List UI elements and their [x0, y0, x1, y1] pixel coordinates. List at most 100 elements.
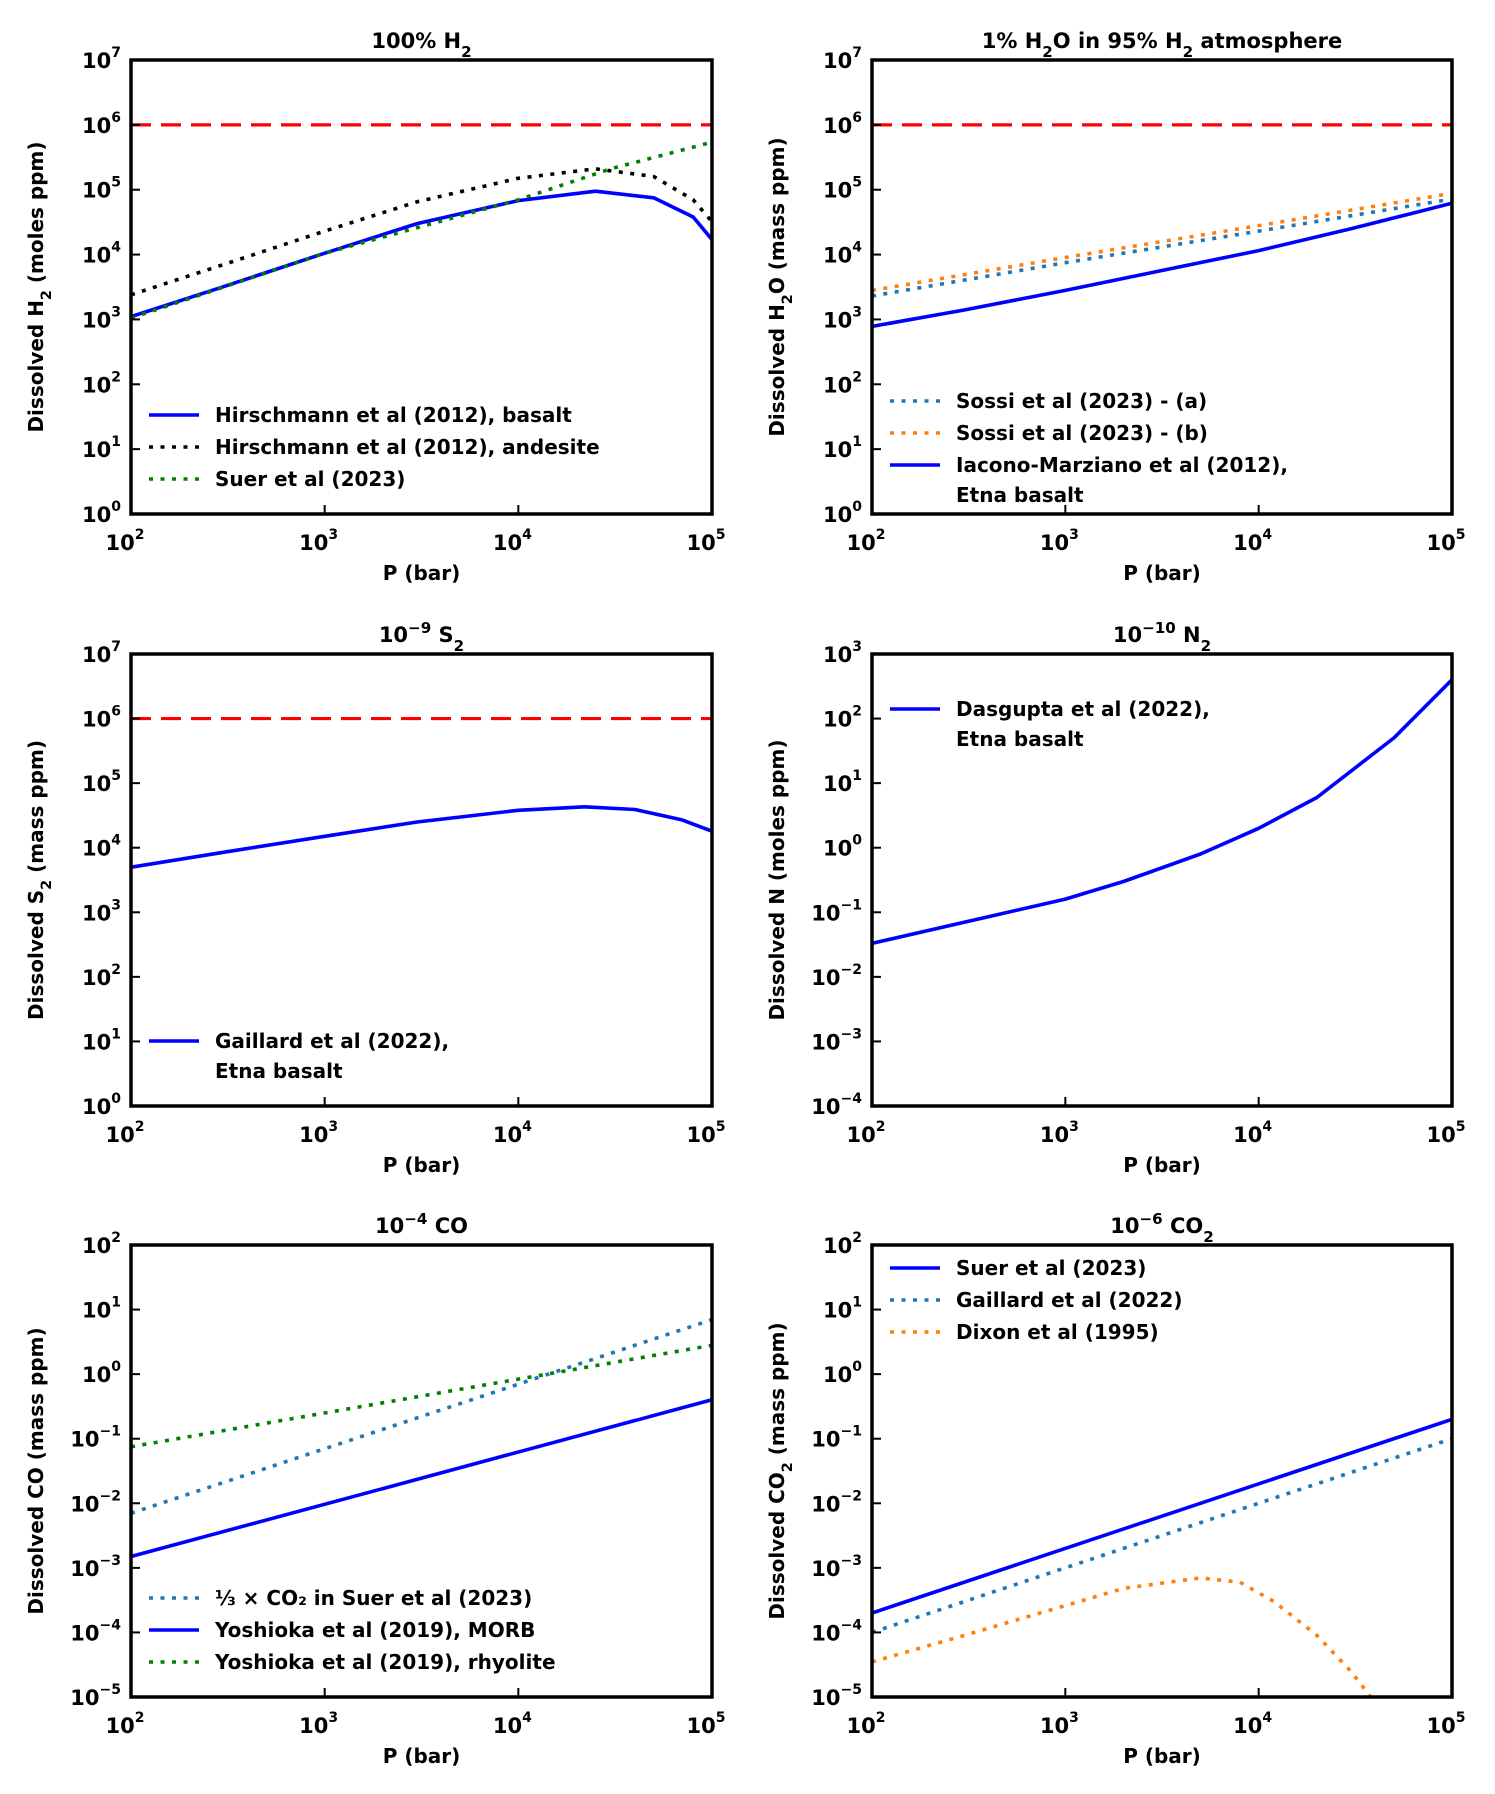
legend-item-2: Dixon et al (1995)	[890, 1320, 1159, 1344]
legend-label: Yoshioka et al (2019), MORB	[214, 1618, 535, 1642]
x-tick-label: 102	[106, 1119, 145, 1147]
y-tick-label: 105	[82, 175, 121, 203]
y-tick-label: 10−4	[811, 1617, 862, 1645]
legend-label: Hirschmann et al (2012), basalt	[215, 403, 572, 427]
x-tick-label: 103	[1040, 1119, 1079, 1147]
panel-co: 102 103 104 105 10−5 10−4 10−3 10−2 10−1 100 101 10…	[24, 1210, 725, 1768]
y-tick-label: 106	[823, 110, 862, 138]
plot-frame	[870, 652, 1454, 1108]
legend-item-0: ⅓ × CO₂ in Suer et al (2023)	[149, 1586, 532, 1610]
series-line-2	[872, 201, 1452, 329]
series-line-2	[131, 1343, 712, 1449]
legend-label: Etna basalt	[215, 1059, 343, 1083]
y-tick-label: 10−3	[70, 1553, 121, 1581]
y-tick-label: 104	[82, 833, 121, 861]
legend-label: ⅓ × CO₂ in Suer et al (2023)	[215, 1586, 532, 1610]
y-tick-label: 10−2	[811, 1488, 862, 1516]
legend-label: Gaillard et al (2022),	[215, 1029, 449, 1053]
plot-frame	[129, 652, 714, 1108]
legend-label: Sossi et al (2023) - (a)	[956, 389, 1207, 413]
panel-title: 10−4 CO	[375, 1210, 468, 1238]
legend-label: Hirschmann et al (2012), andesite	[215, 435, 600, 459]
series-line-2	[131, 140, 712, 320]
y-axis-label: Dissolved CO2 (mass ppm)	[765, 1322, 796, 1619]
y-tick-label: 104	[82, 240, 121, 268]
legend-item-0: Suer et al (2023)	[890, 1256, 1146, 1280]
x-tick-label: 104	[493, 1710, 532, 1738]
plot-frame	[129, 58, 714, 516]
series-line-0	[131, 189, 712, 319]
x-axis-label: P (bar)	[1123, 1744, 1201, 1768]
legend: Hirschmann et al (2012), basalt Hirschman…	[149, 403, 600, 491]
series-line-1	[872, 191, 1452, 293]
y-tick-label: 10−2	[70, 1488, 121, 1516]
x-tick-label: 104	[493, 1119, 532, 1147]
x-tick-label: 104	[1233, 1119, 1272, 1147]
y-tick-label: 104	[823, 240, 862, 268]
y-tick-label: 100	[82, 499, 121, 527]
legend-label: Etna basalt	[956, 483, 1084, 507]
x-axis-label: P (bar)	[1123, 561, 1201, 585]
series-line-0	[872, 1417, 1452, 1615]
y-tick-label: 105	[82, 768, 121, 796]
legend-item-2: Yoshioka et al (2019), rhyolite	[149, 1650, 556, 1674]
legend-label: Etna basalt	[956, 727, 1084, 751]
y-axis-label: Dissolved CO (mass ppm)	[24, 1327, 48, 1614]
legend-item-0: Dasgupta et al (2022), Etna basalt	[890, 697, 1210, 751]
legend: Dasgupta et al (2022), Etna basalt	[890, 697, 1210, 751]
y-tick-label: 10−1	[811, 897, 862, 925]
legend-item-1: Gaillard et al (2022)	[890, 1288, 1182, 1312]
y-tick-label: 102	[823, 1230, 862, 1258]
y-tick-label: 103	[823, 304, 862, 332]
x-tick-label: 105	[1427, 1710, 1466, 1738]
x-tick-label: 102	[106, 527, 145, 555]
legend-item-1: Hirschmann et al (2012), andesite	[149, 435, 600, 459]
panel-title: 1% H2O in 95% H2 atmosphere	[982, 29, 1343, 61]
x-tick-label: 102	[847, 527, 886, 555]
y-tick-label: 100	[823, 499, 862, 527]
x-axis-label: P (bar)	[1123, 1153, 1201, 1177]
legend-label: Dixon et al (1995)	[956, 1320, 1159, 1344]
x-tick-label: 105	[687, 1710, 726, 1738]
y-axis-label: Dissolved H2 (moles ppm)	[24, 141, 55, 432]
x-tick-label: 105	[687, 527, 726, 555]
panel-s2: 102 103 104 105 100 101 102 103 104 105 106 107 10−9…	[24, 619, 725, 1177]
legend: Suer et al (2023) Gaillard et al (2022) Di…	[890, 1256, 1182, 1344]
y-tick-label: 100	[823, 833, 862, 861]
plot-frame	[870, 58, 1454, 516]
panel-h2: 102 103 104 105 100 101 102 103 104 105 106 107 100%…	[24, 29, 725, 585]
legend: ⅓ × CO₂ in Suer et al (2023) Yoshioka et …	[149, 1586, 556, 1674]
x-tick-label: 103	[1040, 1710, 1079, 1738]
y-tick-label: 102	[823, 369, 862, 397]
y-tick-label: 101	[823, 434, 862, 462]
y-tick-label: 106	[82, 704, 121, 732]
x-tick-label: 105	[1427, 1119, 1466, 1147]
legend-label: Gaillard et al (2022)	[956, 1288, 1182, 1312]
legend-label: Suer et al (2023)	[215, 467, 405, 491]
legend-item-0: Sossi et al (2023) - (a)	[890, 389, 1207, 413]
series-line-0	[131, 1317, 712, 1516]
series-line-1	[872, 1436, 1452, 1635]
x-axis-label: P (bar)	[383, 1744, 461, 1768]
y-tick-label: 10−3	[811, 1553, 862, 1581]
series-line-0	[872, 678, 1452, 946]
x-axis-label: P (bar)	[383, 1153, 461, 1177]
x-tick-label: 103	[299, 527, 338, 555]
x-tick-label: 103	[1040, 527, 1079, 555]
x-tick-label: 102	[847, 1119, 886, 1147]
y-tick-label: 100	[82, 1091, 121, 1119]
y-tick-label: 101	[82, 434, 121, 462]
series-line-2	[872, 1576, 1373, 1697]
legend: Sossi et al (2023) - (a) Sossi et al (202…	[890, 389, 1288, 507]
y-tick-label: 10−4	[70, 1617, 121, 1645]
x-tick-label: 105	[1427, 527, 1466, 555]
x-tick-label: 104	[1233, 527, 1272, 555]
y-tick-label: 10−4	[811, 1091, 862, 1119]
plot-frame	[129, 1243, 714, 1699]
panel-title: 10−9 S2	[379, 619, 464, 655]
series-line-1	[131, 1398, 712, 1559]
y-tick-label: 10−5	[70, 1682, 121, 1710]
y-tick-label: 100	[823, 1359, 862, 1387]
legend-label: Dasgupta et al (2022),	[956, 697, 1210, 721]
